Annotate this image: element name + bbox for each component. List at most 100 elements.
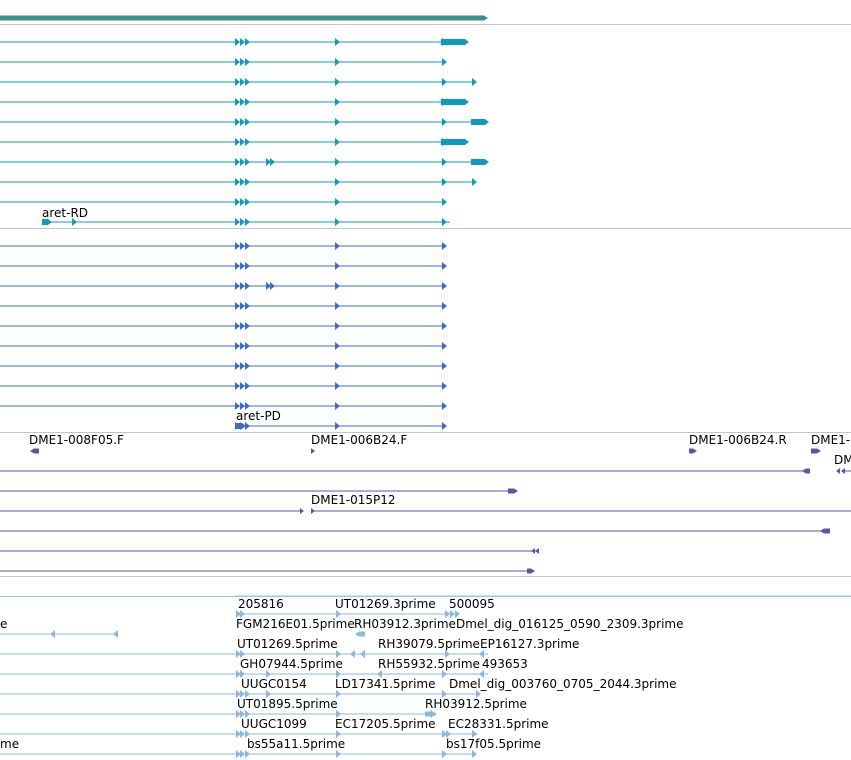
est-exon[interactable] <box>245 730 250 738</box>
transcript-exon[interactable] <box>240 138 245 146</box>
transcript-exon[interactable] <box>335 38 340 46</box>
clone-end[interactable] <box>689 448 697 454</box>
protein-exon[interactable] <box>240 342 245 350</box>
est-exon[interactable] <box>240 650 245 658</box>
transcript-exon[interactable] <box>245 58 250 66</box>
transcript-exon[interactable] <box>442 58 447 66</box>
clone-end[interactable] <box>820 528 830 534</box>
protein-exon[interactable] <box>335 262 340 270</box>
protein-exon[interactable] <box>240 322 245 330</box>
est-exon[interactable] <box>236 710 241 718</box>
clone-label[interactable]: DM <box>834 453 851 467</box>
est-exon[interactable] <box>336 730 341 738</box>
est-exon[interactable] <box>245 690 250 698</box>
protein-exon[interactable] <box>240 302 245 310</box>
est-exon[interactable] <box>240 670 245 678</box>
transcript-exon[interactable] <box>240 158 245 166</box>
est-label[interactable]: bs17f05.5prime <box>446 737 542 751</box>
gene-bar[interactable] <box>0 15 488 21</box>
clone-label[interactable]: DME1-006B24.R <box>689 433 787 447</box>
est-label[interactable]: GH07944.5prime <box>240 657 343 671</box>
transcript-exon[interactable] <box>240 98 245 106</box>
transcript-exon[interactable] <box>235 78 240 86</box>
protein-exon[interactable] <box>235 362 240 370</box>
protein-exon[interactable] <box>235 242 240 250</box>
protein-exon[interactable] <box>240 242 245 250</box>
transcript-exon[interactable] <box>240 218 245 226</box>
transcript-exon[interactable] <box>235 118 240 126</box>
transcript-cds[interactable] <box>471 159 489 165</box>
protein-exon[interactable] <box>442 322 447 330</box>
transcript-exon[interactable] <box>240 38 245 46</box>
transcript-exon[interactable] <box>335 118 340 126</box>
est-exon[interactable] <box>442 670 447 678</box>
est-exon[interactable] <box>336 750 341 758</box>
protein-exon[interactable] <box>442 402 447 410</box>
est-exon[interactable] <box>236 650 241 658</box>
protein-label-aret-pd[interactable]: aret-PD <box>236 409 281 423</box>
est-label[interactable]: 205816 <box>238 597 284 611</box>
est-exon[interactable] <box>479 670 484 678</box>
protein-exon[interactable] <box>240 402 245 410</box>
est-label[interactable]: EP16127.3prime <box>480 637 580 651</box>
est-label[interactable]: me <box>0 737 20 751</box>
est-label[interactable]: EC28331.5prime <box>448 717 549 731</box>
protein-exon[interactable] <box>245 422 250 430</box>
transcript-exon[interactable] <box>235 38 240 46</box>
clone-end[interactable] <box>802 468 810 474</box>
transcript-exon[interactable] <box>240 198 245 206</box>
protein-exon[interactable] <box>245 302 250 310</box>
protein-exon[interactable] <box>335 402 340 410</box>
clone-end[interactable] <box>527 568 535 574</box>
protein-exon[interactable] <box>266 282 271 290</box>
transcript-exon[interactable] <box>235 158 240 166</box>
protein-exon[interactable] <box>245 362 250 370</box>
est-label[interactable]: RH03912.5prime <box>425 697 527 711</box>
protein-exon[interactable] <box>245 382 250 390</box>
est-exon[interactable] <box>236 610 241 618</box>
est-exon[interactable] <box>446 730 451 738</box>
transcript-exon[interactable] <box>235 218 240 226</box>
protein-exon[interactable] <box>442 362 447 370</box>
est-exon[interactable] <box>442 750 447 758</box>
est-exon[interactable] <box>336 650 341 658</box>
est-label[interactable]: FGM216E01.5prime <box>236 617 355 631</box>
protein-exon[interactable] <box>235 382 240 390</box>
est-label[interactable]: Dmel_dig_003760_0705_2044.3prime <box>449 677 677 691</box>
protein-exon[interactable] <box>235 262 240 270</box>
transcript-cds[interactable] <box>441 99 469 105</box>
est-exon[interactable] <box>245 710 250 718</box>
est-exon[interactable] <box>113 630 118 638</box>
est-exon[interactable] <box>425 711 437 717</box>
transcript-exon[interactable] <box>335 78 340 86</box>
protein-exon[interactable] <box>335 302 340 310</box>
est-exon[interactable] <box>476 690 481 698</box>
est-exon[interactable] <box>245 750 250 758</box>
clone-end[interactable] <box>508 488 518 494</box>
transcript-exon[interactable] <box>472 78 477 86</box>
protein-exon[interactable] <box>245 242 250 250</box>
est-exon[interactable] <box>336 710 341 718</box>
clone-label[interactable]: DME1- <box>811 433 851 447</box>
est-exon[interactable] <box>442 730 447 738</box>
clone-label[interactable]: DME1-015P12 <box>311 493 396 507</box>
transcript-exon[interactable] <box>335 178 340 186</box>
clone-label[interactable]: DME1-006B24.F <box>311 433 408 447</box>
transcript-exon[interactable] <box>240 118 245 126</box>
transcript-exon[interactable] <box>335 98 340 106</box>
est-label[interactable]: LD17341.5prime <box>335 677 436 691</box>
clone-end[interactable] <box>841 468 845 474</box>
est-exon[interactable] <box>455 610 460 618</box>
est-exon[interactable] <box>445 610 450 618</box>
clone-label[interactable]: DME1-008F05.F <box>29 433 124 447</box>
est-label[interactable]: 493653 <box>482 657 528 671</box>
protein-exon[interactable] <box>270 282 275 290</box>
protein-exon[interactable] <box>335 362 340 370</box>
protein-exon[interactable] <box>335 342 340 350</box>
est-exon[interactable] <box>240 730 245 738</box>
transcript-exon[interactable] <box>245 38 250 46</box>
est-label[interactable]: RH39079.5prime <box>378 637 480 651</box>
est-exon[interactable] <box>442 690 447 698</box>
protein-exon[interactable] <box>240 362 245 370</box>
